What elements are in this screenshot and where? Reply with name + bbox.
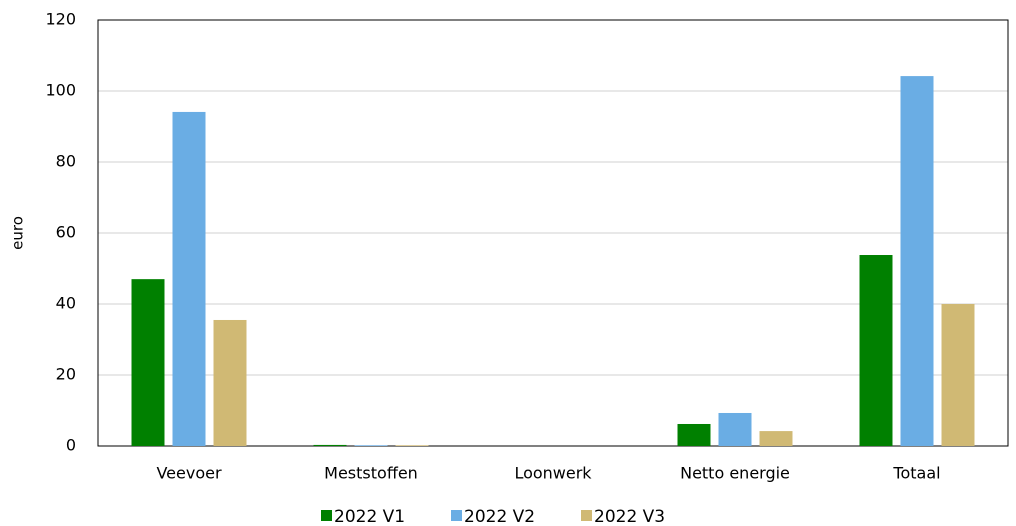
bar — [759, 431, 793, 446]
y-tick-label: 60 — [56, 223, 76, 242]
y-tick-label: 120 — [45, 10, 76, 29]
bar — [718, 412, 752, 446]
x-tick-label: Meststoffen — [324, 464, 418, 483]
bar — [677, 423, 711, 446]
x-tick-label: Netto energie — [680, 464, 790, 483]
bar — [172, 111, 206, 446]
bar — [941, 304, 975, 446]
x-tick-label: Veevoer — [156, 464, 221, 483]
y-tick-label: 40 — [56, 294, 76, 313]
bar — [354, 445, 388, 446]
bar — [395, 445, 429, 446]
y-tick-label: 20 — [56, 365, 76, 384]
legend-swatch — [451, 510, 462, 521]
legend-label: 2022 V2 — [464, 507, 535, 526]
y-tick-label: 0 — [66, 436, 76, 455]
bar — [213, 319, 247, 446]
plot-frame — [97, 19, 1009, 447]
legend-swatch — [321, 510, 332, 521]
bar — [313, 444, 347, 446]
legend-label: 2022 V3 — [594, 507, 665, 526]
y-tick-label: 100 — [45, 81, 76, 100]
bar — [131, 279, 165, 446]
x-tick-label: Totaal — [892, 464, 940, 483]
bar — [900, 76, 934, 446]
legend-label: 2022 V1 — [334, 507, 405, 526]
x-tick-label: Loonwerk — [514, 464, 592, 483]
legend-swatch — [581, 510, 592, 521]
y-tick-label: 80 — [56, 152, 76, 171]
bar — [859, 255, 893, 446]
y-axis-label: euro — [9, 216, 27, 250]
